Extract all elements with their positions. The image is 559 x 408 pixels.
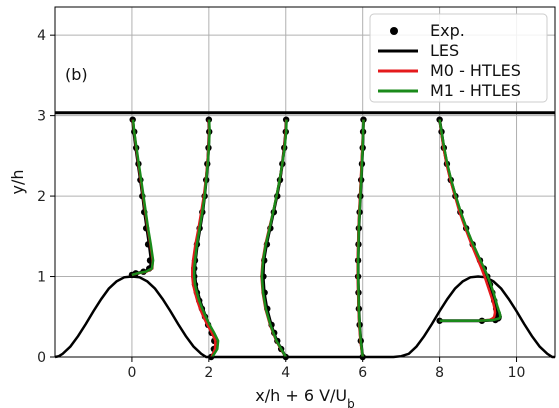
profile-station-2 bbox=[191, 116, 220, 361]
legend-label: M0 - HTLES bbox=[430, 61, 521, 80]
legend-entry: Exp. bbox=[390, 21, 465, 40]
x-tick-label: 4 bbox=[281, 365, 290, 381]
x-tick-label: 2 bbox=[204, 365, 213, 381]
profile-station-8 bbox=[436, 116, 502, 324]
m1-htles-line bbox=[131, 119, 155, 277]
legend-entry: LES bbox=[378, 41, 459, 60]
profile-station-0 bbox=[128, 116, 155, 279]
les-line bbox=[438, 119, 502, 323]
plot-border bbox=[54, 6, 556, 358]
y-tick-label: 4 bbox=[37, 28, 46, 44]
legend-label: LES bbox=[430, 41, 459, 60]
x-tick-label: 8 bbox=[435, 365, 444, 381]
hill-geometry bbox=[54, 275, 555, 359]
axis-ticks: 0 2 4 6 8 10 0 1 2 3 4 bbox=[37, 28, 525, 381]
m0-htles-line bbox=[191, 119, 217, 358]
y-axis-label: y/h bbox=[8, 170, 27, 195]
legend-entry: M0 - HTLES bbox=[378, 61, 521, 80]
m0-htles-line bbox=[438, 119, 497, 323]
legend-label: Exp. bbox=[430, 21, 465, 40]
y-tick-label: 0 bbox=[37, 350, 46, 366]
legend-label: M1 - HTLES bbox=[430, 81, 521, 100]
x-tick-label: 6 bbox=[358, 365, 367, 381]
panel-label: (b) bbox=[65, 65, 88, 84]
y-tick-label: 1 bbox=[37, 270, 46, 286]
m1-htles-line bbox=[192, 119, 220, 358]
y-tick-label: 3 bbox=[37, 109, 46, 125]
velocity-profiles bbox=[128, 116, 502, 361]
legend-marker bbox=[390, 27, 398, 35]
profile-station-4 bbox=[260, 116, 290, 361]
x-tick-label: 0 bbox=[127, 365, 136, 381]
profile-station-6 bbox=[354, 116, 367, 361]
legend-entry: M1 - HTLES bbox=[378, 81, 521, 100]
x-axis-label: x/h + 6 V/Ub bbox=[255, 386, 355, 408]
hill-profile-line bbox=[54, 275, 555, 359]
legend-box bbox=[369, 13, 548, 103]
x-tick-label: 10 bbox=[508, 365, 526, 381]
y-tick-label: 2 bbox=[37, 189, 46, 205]
m1-htles-line bbox=[438, 119, 502, 323]
axes-frame bbox=[54, 6, 556, 358]
m1-htles-line bbox=[356, 119, 365, 358]
m1-htles-line bbox=[260, 119, 288, 358]
